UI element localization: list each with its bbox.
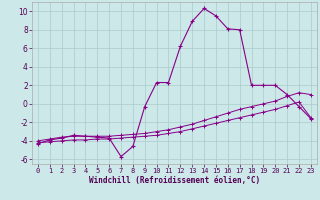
X-axis label: Windchill (Refroidissement éolien,°C): Windchill (Refroidissement éolien,°C) — [89, 176, 260, 185]
